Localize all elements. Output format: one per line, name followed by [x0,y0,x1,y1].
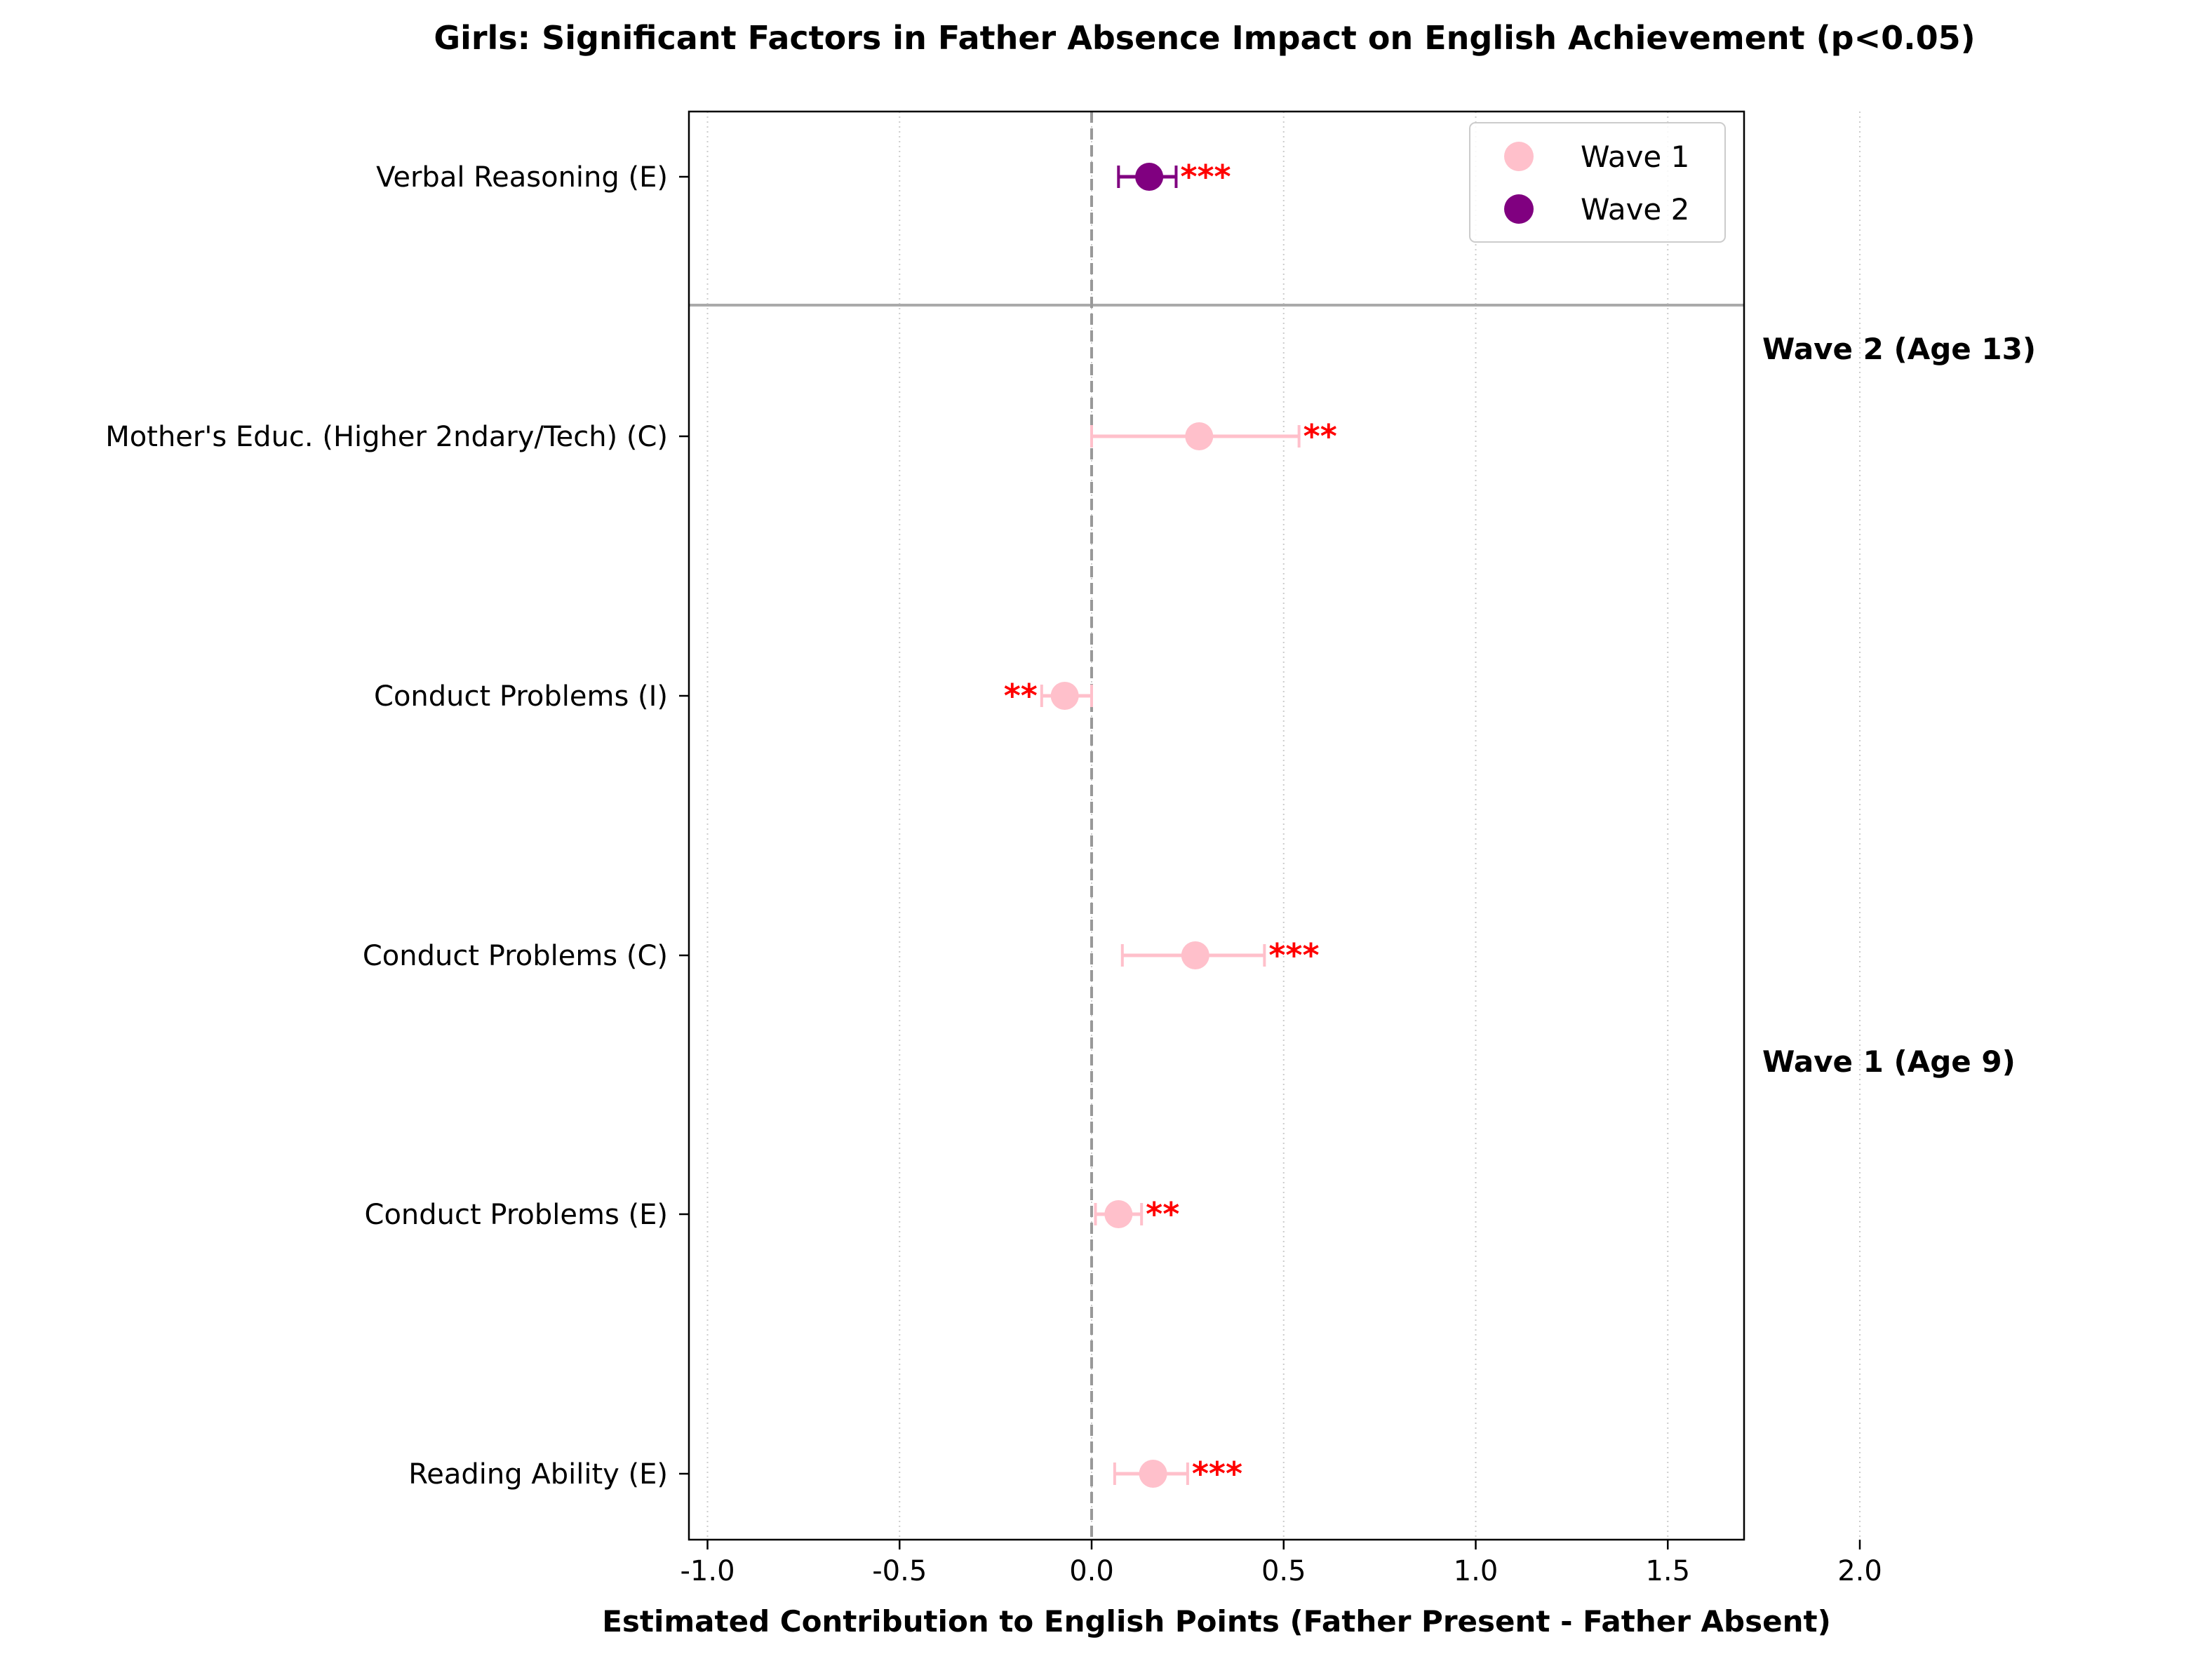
y-tick-label: Conduct Problems (C) [363,940,668,972]
data-point [1185,422,1214,450]
significance-marker: *** [1268,936,1319,974]
x-tick-label: -1.0 [680,1555,735,1587]
legend-box [1469,122,1726,243]
x-tick-label: 0.5 [1261,1555,1306,1587]
x-axis-label: Estimated Contribution to English Points… [602,1604,1831,1639]
data-point [1104,1200,1133,1228]
y-tick-label: Conduct Problems (I) [374,680,668,713]
y-tick-label: Conduct Problems (E) [365,1199,668,1231]
data-points [1050,163,1214,1488]
legend-label: Wave 2 [1581,192,1689,227]
y-axis-ticks: Verbal Reasoning (E) Mother's Educ. (High… [105,161,689,1491]
data-point [1135,163,1164,191]
significance-marker: ** [1004,677,1038,715]
legend-label: Wave 1 [1581,140,1689,174]
error-bars [1040,166,1301,1485]
x-tick-label: -0.5 [872,1555,927,1587]
data-point [1181,941,1209,969]
significance-marker: ** [1146,1195,1179,1233]
y-tick-label: Reading Ability (E) [408,1458,668,1491]
wave-group-label: Wave 2 (Age 13) [1762,332,2036,366]
wave-group-label: Wave 1 (Age 9) [1762,1044,2016,1079]
plot-area [688,110,1745,1541]
significance-marker: *** [1192,1455,1242,1493]
significance-marker: ** [1303,417,1337,455]
data-point [1050,682,1079,710]
x-tick-label: 2.0 [1837,1555,1882,1587]
significance-marker: *** [1180,158,1231,196]
legend-marker [1504,142,1534,171]
y-tick-label: Verbal Reasoning (E) [376,161,668,194]
legend: Wave 1 Wave 2 [1469,122,1726,243]
grid [706,112,1861,1540]
x-tick-label: 0.0 [1069,1555,1114,1587]
x-tick-label: 1.0 [1454,1555,1499,1587]
chart-title: Girls: Significant Factors in Father Abs… [434,19,1975,57]
data-point [1139,1460,1167,1488]
y-tick-label: Mother's Educ. (Higher 2ndary/Tech) (C) [105,421,668,453]
x-tick-label: 1.5 [1645,1555,1690,1587]
significance-markers: *************** [1004,158,1337,1493]
legend-marker [1504,194,1534,224]
wave-labels: Wave 2 (Age 13) Wave 1 (Age 9) [1762,332,2036,1079]
x-axis-ticks: -1.0 -0.5 0.0 0.5 1.0 1.5 2.0 [680,1540,1882,1587]
